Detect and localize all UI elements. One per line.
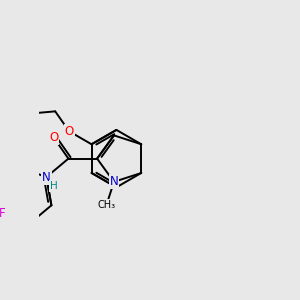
Text: F: F <box>0 208 6 220</box>
Text: CH₃: CH₃ <box>98 200 116 210</box>
Text: O: O <box>64 125 74 138</box>
Text: N: N <box>110 175 118 188</box>
Text: O: O <box>49 131 58 144</box>
Text: N: N <box>42 171 51 184</box>
Text: H: H <box>50 181 58 191</box>
